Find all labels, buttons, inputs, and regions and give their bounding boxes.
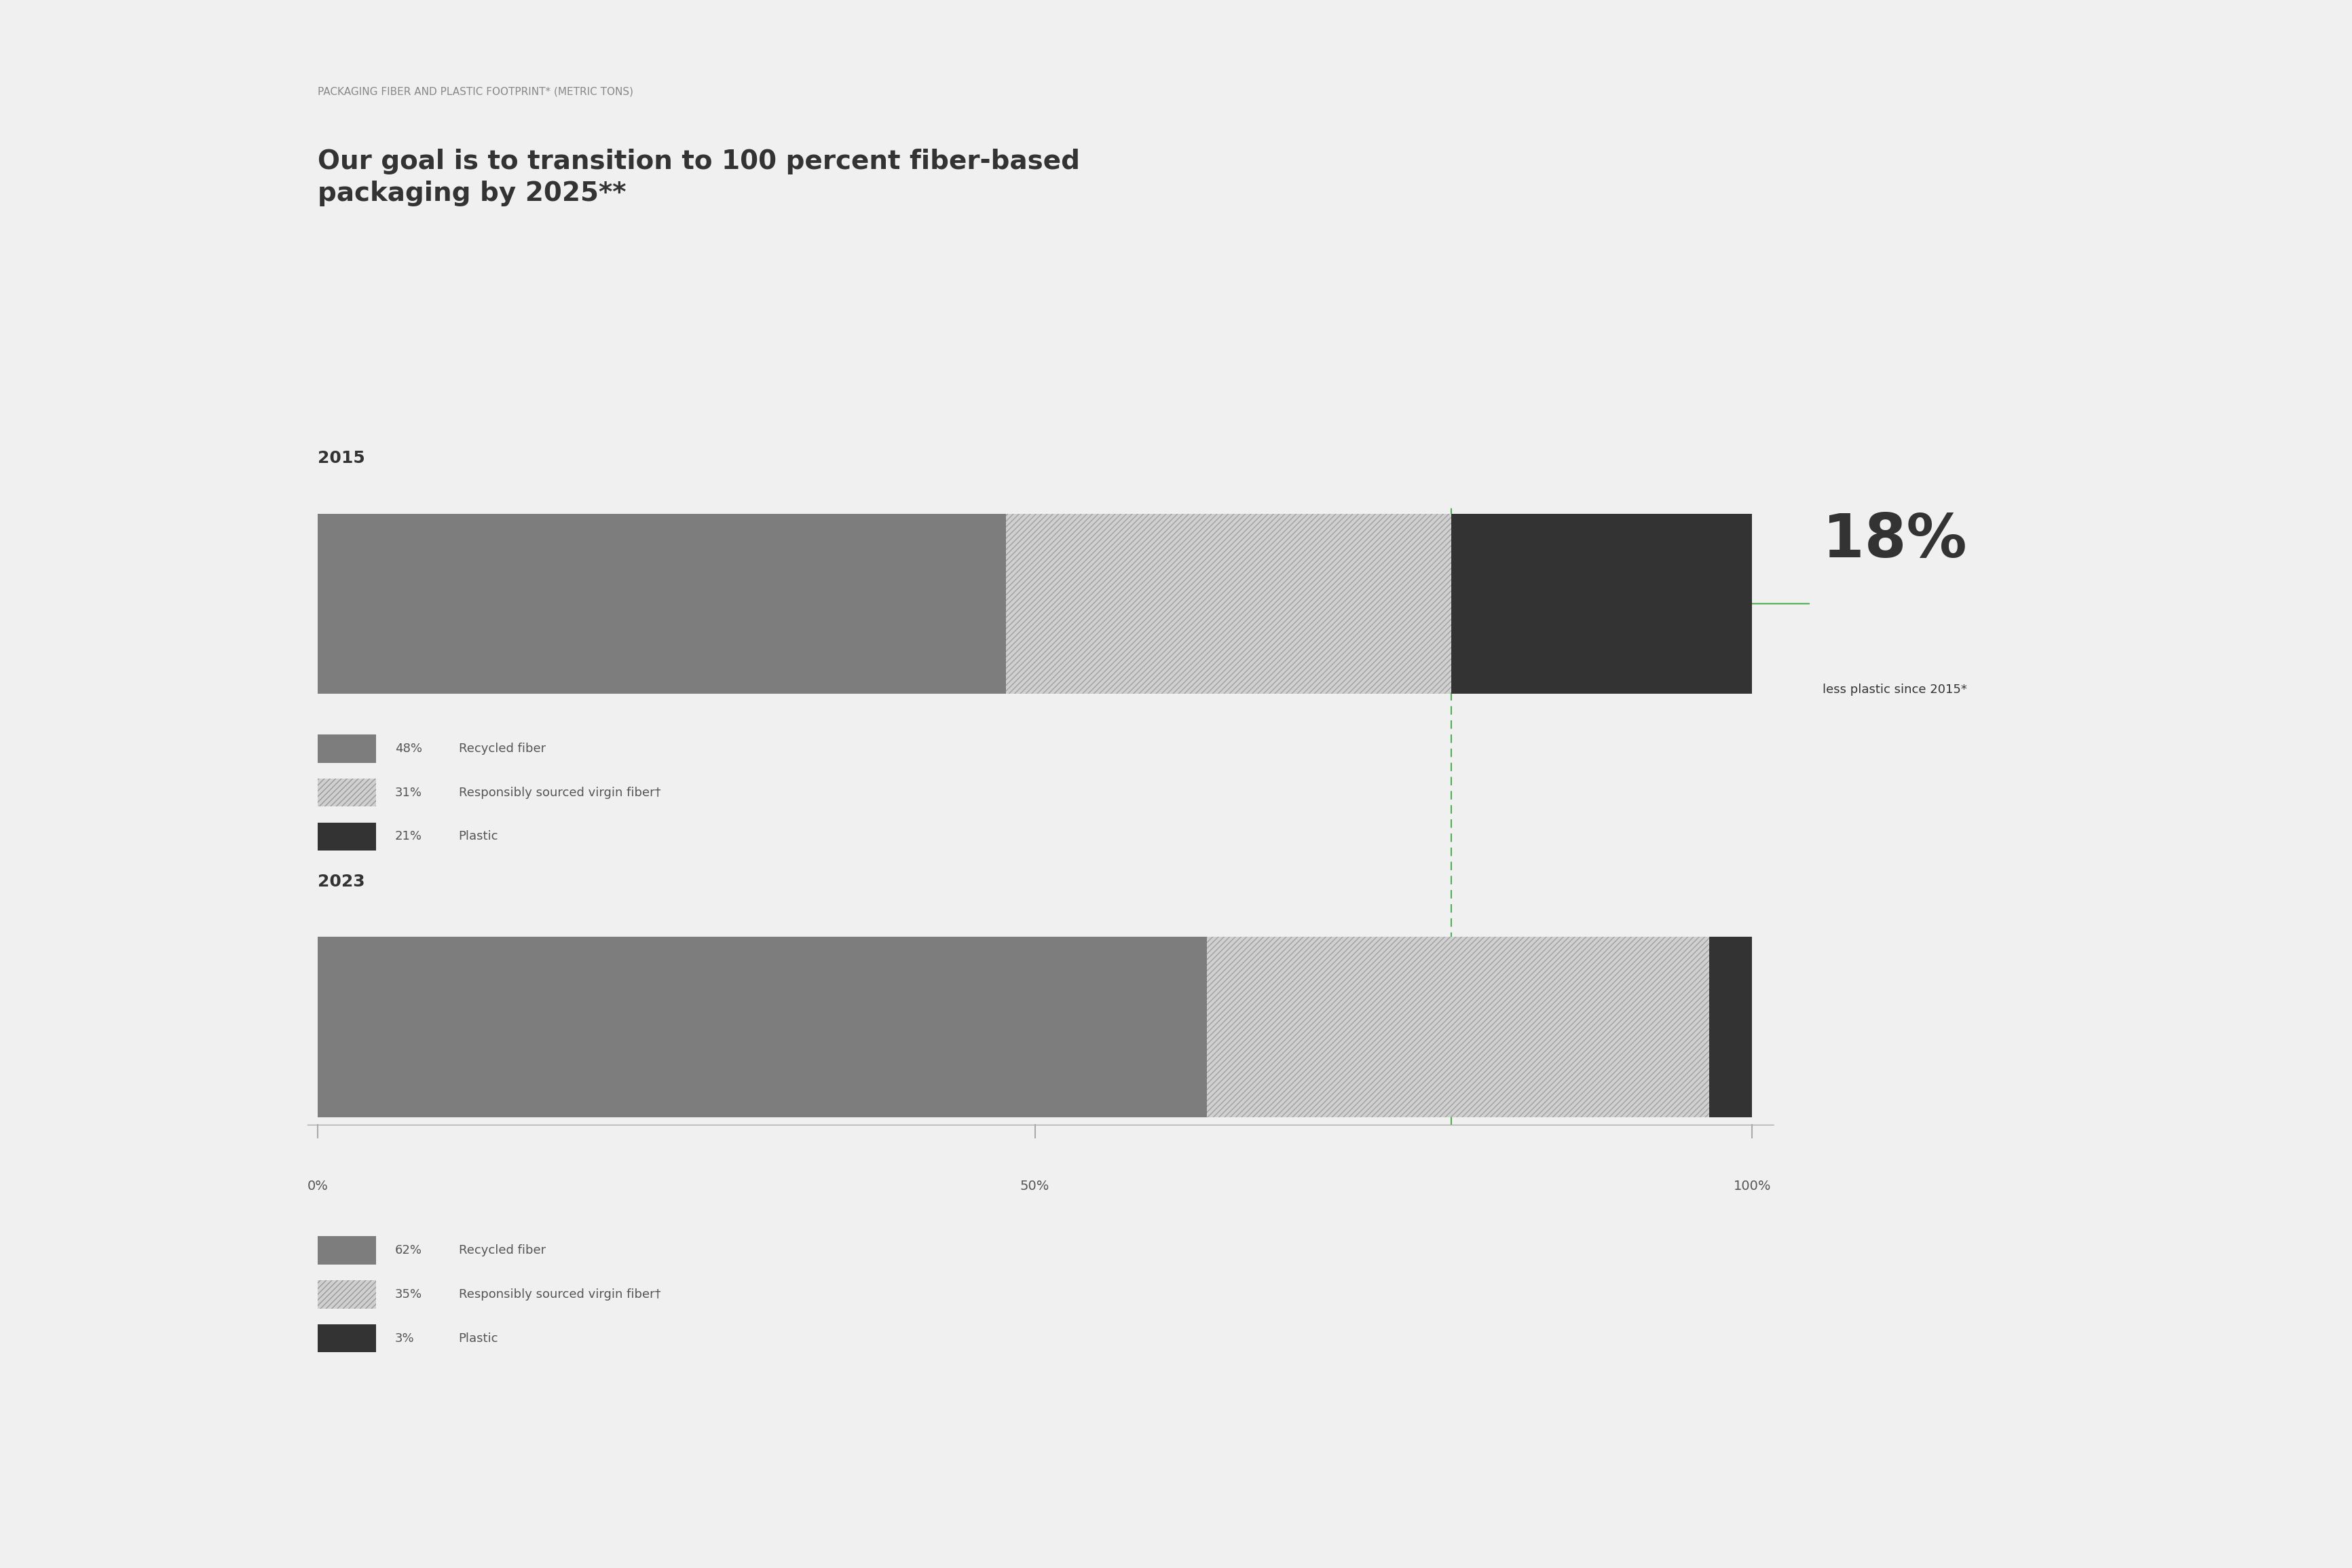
Text: Recycled fiber: Recycled fiber xyxy=(459,743,546,754)
Text: 100%: 100% xyxy=(1733,1181,1771,1193)
Text: 2015: 2015 xyxy=(318,450,365,467)
Text: 2023: 2023 xyxy=(318,873,365,891)
Text: Responsibly sourced virgin fiber†: Responsibly sourced virgin fiber† xyxy=(459,1289,661,1300)
Text: 3%: 3% xyxy=(395,1333,414,1344)
Text: 31%: 31% xyxy=(395,787,423,798)
Text: 18%: 18% xyxy=(1823,511,1966,571)
Text: Plastic: Plastic xyxy=(459,831,499,842)
Text: 35%: 35% xyxy=(395,1289,423,1300)
Text: Plastic: Plastic xyxy=(459,1333,499,1344)
Text: 0%: 0% xyxy=(308,1181,327,1193)
Text: 62%: 62% xyxy=(395,1245,423,1256)
Text: 50%: 50% xyxy=(1021,1181,1049,1193)
Text: less plastic since 2015*: less plastic since 2015* xyxy=(1823,684,1966,696)
Text: Our goal is to transition to 100 percent fiber-based
packaging by 2025**: Our goal is to transition to 100 percent… xyxy=(318,149,1080,207)
Text: 21%: 21% xyxy=(395,831,423,842)
Text: PACKAGING FIBER AND PLASTIC FOOTPRINT* (METRIC TONS): PACKAGING FIBER AND PLASTIC FOOTPRINT* (… xyxy=(318,86,633,96)
Text: 48%: 48% xyxy=(395,743,423,754)
Text: Recycled fiber: Recycled fiber xyxy=(459,1245,546,1256)
Text: Responsibly sourced virgin fiber†: Responsibly sourced virgin fiber† xyxy=(459,787,661,798)
